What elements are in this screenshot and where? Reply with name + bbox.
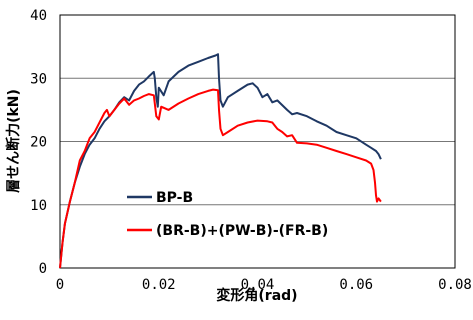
plot-frame <box>59 14 456 269</box>
y-tick-labels: 0 10 20 30 40 <box>30 8 47 277</box>
legend-label-bp-b: BP-B <box>156 190 193 206</box>
x-tick-label: 0.04 <box>241 277 275 293</box>
x-axis-title: 変形角(rad) <box>216 287 297 304</box>
y-tick-label: 40 <box>30 8 47 24</box>
series-line-1 <box>59 88 382 269</box>
x-tick-label: 0 <box>56 277 64 293</box>
x-tick-label: 0.06 <box>339 277 373 293</box>
grid-lines <box>60 77 455 206</box>
y-tick-label: 20 <box>30 135 47 151</box>
y-tick-label: 10 <box>30 198 47 214</box>
y-axis-title: 層せん断力(kN) <box>5 89 22 193</box>
x-tick-label: 0.02 <box>142 277 176 293</box>
legend: BP-B (BR-B)+(PW-B)-(FR-B) <box>127 190 328 239</box>
series-lines <box>59 53 382 269</box>
x-tick-labels: 0 0.02 0.04 0.06 0.08 <box>56 277 472 293</box>
x-tick-label: 0.08 <box>438 277 472 293</box>
legend-label-combined: (BR-B)+(PW-B)-(FR-B) <box>156 223 328 239</box>
series-line-0 <box>59 53 382 269</box>
y-tick-label: 30 <box>30 71 47 87</box>
y-tick-label: 0 <box>39 261 47 277</box>
